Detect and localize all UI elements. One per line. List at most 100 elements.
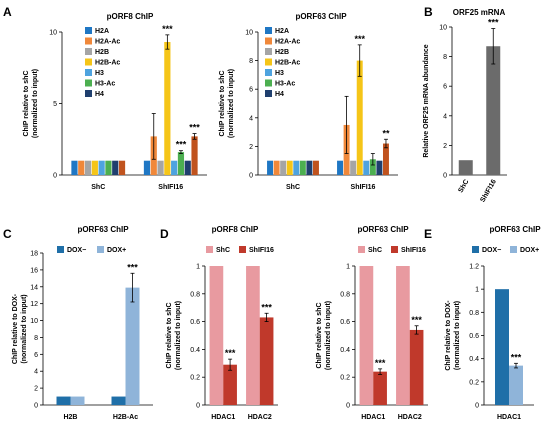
significance-label: *** <box>354 34 365 44</box>
chart-b: ORF25 mRNA 0 2 4 6 8 10 Relative ORF25 mRNA abu… <box>423 8 507 204</box>
y-tick-label: 10 <box>30 318 38 325</box>
x-category-label: ShIFI16 <box>158 184 183 191</box>
bar <box>56 396 71 405</box>
legend-swatch <box>358 246 365 253</box>
x-category-label: ShC <box>457 179 470 195</box>
legend-swatch <box>265 79 272 87</box>
bar <box>223 364 237 405</box>
legend-label: H4 <box>275 91 284 98</box>
chart-title: pORF63 ChIP <box>489 225 541 234</box>
chart-d2: pORF63 ChIP 0 0.2 0.4 0.6 0.8 1 ChIP relative t… <box>316 225 428 421</box>
significance-label: *** <box>511 352 522 362</box>
legend-swatch <box>85 90 92 97</box>
y-tick-label: 0.8 <box>469 310 479 317</box>
legend-label: H2B-Ac <box>95 60 120 67</box>
x-category-label: HDAC1 <box>497 414 521 421</box>
significance-label: *** <box>488 17 499 27</box>
y-tick-label: 6 <box>34 352 38 359</box>
significance-label: *** <box>127 262 138 272</box>
y-tick-label: 18 <box>30 251 38 258</box>
x-category-label: ShIFI16 <box>351 184 376 191</box>
y-tick-label: 0.2 <box>190 375 200 382</box>
bar <box>143 160 151 175</box>
y-tick-label: 0 <box>196 403 200 410</box>
x-category-label: ShC <box>91 184 105 191</box>
y-tick-label: 0.4 <box>469 356 479 363</box>
x-category-label: ShC <box>286 184 300 191</box>
legend-swatch <box>472 246 479 253</box>
x-category-label: ShIFI16 <box>479 178 498 203</box>
bar <box>111 396 126 405</box>
bar <box>84 160 92 175</box>
bar <box>356 60 363 175</box>
legend-swatch <box>85 48 92 55</box>
y-tick-label: 4 <box>443 113 447 120</box>
legend-swatch <box>85 58 92 66</box>
legend-label: DOX+ <box>107 247 126 254</box>
bar <box>184 160 191 175</box>
chart-title: pORF8 ChIP <box>107 12 154 21</box>
y-tick-label: 8 <box>34 335 38 342</box>
legend-label: H2A-Ac <box>275 39 300 46</box>
significance-label: *** <box>162 24 173 34</box>
y-tick-label: 0 <box>34 403 38 410</box>
bar <box>71 160 78 175</box>
bar <box>293 160 300 175</box>
significance-label: *** <box>375 358 386 368</box>
bar <box>369 159 376 175</box>
bar <box>359 266 374 405</box>
bar <box>118 160 126 175</box>
y-tick-label: 2 <box>443 143 447 150</box>
legend-swatch <box>206 246 213 253</box>
bar <box>373 371 387 405</box>
bar <box>363 160 370 175</box>
x-category-label: H2B <box>63 414 77 421</box>
chart-title: pORF63 ChIP <box>77 225 129 234</box>
y-tick-label: 6 <box>249 87 253 94</box>
y-axis-label: ChIP relative to shC (normalized to input… <box>219 69 235 138</box>
panel-label-c: C <box>3 227 12 241</box>
y-tick-label: 4 <box>34 369 38 376</box>
bar <box>273 160 280 175</box>
legend-label: H2A <box>95 28 109 35</box>
bar <box>70 396 85 405</box>
significance-label: *** <box>189 123 200 133</box>
x-category-label: HDAC2 <box>248 414 272 421</box>
bar <box>396 266 410 405</box>
legend-swatch <box>265 69 272 76</box>
y-axis-label: ChIP relative to DOX- (normalized to inpu… <box>12 293 28 364</box>
bar <box>382 143 389 175</box>
legend-swatch <box>57 246 64 253</box>
bar <box>112 160 119 175</box>
y-tick-label: 0.2 <box>340 375 350 382</box>
chart-a1: pORF8 ChIP 0 5 10 ChIP relative to shC (norma… <box>23 12 207 191</box>
y-tick-label: 8 <box>249 58 253 65</box>
legend-swatch <box>265 27 272 34</box>
significance-label: *** <box>176 140 187 150</box>
x-category-label: HDAC2 <box>398 414 422 421</box>
y-tick-label: 2 <box>249 144 253 151</box>
bar <box>376 160 383 175</box>
bar <box>495 289 509 405</box>
y-tick-label: 8 <box>443 54 447 61</box>
y-tick-label: 14 <box>30 284 38 291</box>
legend-label: ShIFI16 <box>249 247 274 254</box>
bar <box>409 329 424 405</box>
legend-swatch <box>85 37 92 45</box>
legend-swatch <box>265 48 272 55</box>
bar <box>98 160 105 175</box>
legend-swatch <box>85 79 92 87</box>
legend-label: H2B <box>95 49 109 56</box>
y-tick-label: 0.8 <box>340 291 350 298</box>
legend-label: H2A <box>275 28 289 35</box>
bar <box>191 136 198 175</box>
legend-label: ShC <box>216 247 230 254</box>
legend-swatch <box>265 90 272 97</box>
legend-label: H3-Ac <box>275 81 295 88</box>
legend-swatch <box>239 246 246 253</box>
legend-label: H2B <box>275 49 289 56</box>
y-tick-label: 5 <box>53 101 57 108</box>
y-tick-label: 0.4 <box>340 347 350 354</box>
y-tick-label: 0 <box>249 173 253 180</box>
